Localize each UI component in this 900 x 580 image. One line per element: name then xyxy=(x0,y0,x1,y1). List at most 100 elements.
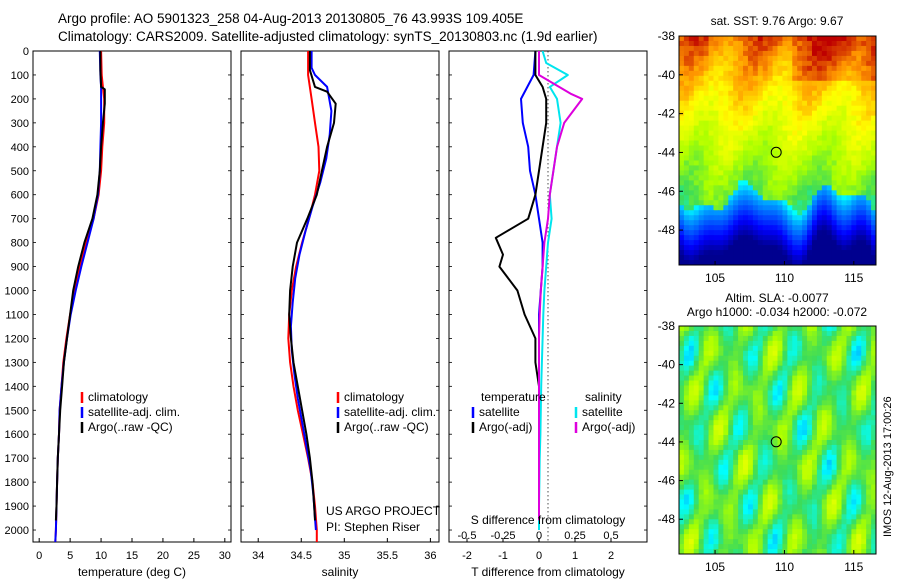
heatmap-cell xyxy=(752,479,759,486)
heatmap-cell xyxy=(762,60,769,67)
heatmap-cell xyxy=(708,454,715,461)
depth-axis: 0100200300400500600700800900100011001200… xyxy=(5,46,37,537)
heatmap-cell xyxy=(816,350,823,357)
heatmap-cell xyxy=(767,544,774,550)
heatmap-cell xyxy=(693,55,700,62)
heatmap-cell xyxy=(693,255,700,261)
heatmap-cell xyxy=(866,245,872,251)
heatmap-cell xyxy=(856,70,862,77)
heatmap-cell xyxy=(747,519,754,525)
heatmap-cell xyxy=(723,380,729,387)
heatmap-cell xyxy=(693,464,700,471)
heatmap-cell xyxy=(747,225,754,231)
heatmap-cell xyxy=(866,150,872,157)
heatmap-cell xyxy=(846,185,852,191)
heatmap-cell xyxy=(841,345,848,352)
heatmap-cell xyxy=(821,529,828,535)
heatmap-cell xyxy=(772,110,779,117)
heatmap-cell xyxy=(738,80,744,87)
heatmap-cell xyxy=(693,370,700,377)
heatmap-cell xyxy=(743,145,749,152)
heatmap-cell xyxy=(821,350,828,357)
heatmap-cell xyxy=(816,200,823,206)
heatmap-cell xyxy=(698,40,705,47)
s-difference-tick-label: -0.5 xyxy=(458,530,477,542)
heatmap-cell xyxy=(767,549,774,554)
heatmap-cell xyxy=(772,235,779,241)
heatmap-cell xyxy=(851,454,857,461)
heatmap-cell xyxy=(698,355,705,362)
heatmap-cell xyxy=(787,355,793,362)
heatmap-cell xyxy=(693,360,700,367)
heatmap-cell xyxy=(683,330,690,337)
heatmap-cell xyxy=(698,255,705,261)
x-tick-label: 10 xyxy=(95,550,107,562)
heatmap-cell xyxy=(723,185,729,191)
heatmap-cell xyxy=(728,80,734,87)
heatmap-cell xyxy=(743,220,749,226)
heatmap-cell xyxy=(792,479,798,486)
heatmap-cell xyxy=(752,549,759,554)
heatmap-cell xyxy=(777,514,784,520)
heatmap-cell xyxy=(816,509,823,515)
heatmap-cell xyxy=(792,160,798,167)
heatmap-cell xyxy=(743,464,749,471)
heatmap-cell xyxy=(683,130,690,137)
heatmap-cell xyxy=(831,160,838,167)
heatmap-cell xyxy=(797,140,803,147)
heatmap-cell xyxy=(747,255,754,261)
heatmap-cell xyxy=(782,355,788,362)
heatmap-cell xyxy=(743,529,749,535)
heatmap-cell xyxy=(836,400,843,406)
heatmap-cell xyxy=(851,459,857,466)
heatmap-cell xyxy=(841,330,848,337)
heatmap-cell xyxy=(792,220,798,226)
heatmap-cell xyxy=(762,95,769,102)
heatmap-cell xyxy=(831,130,838,137)
heatmap-cell xyxy=(708,430,715,436)
heatmap-cell xyxy=(728,90,734,97)
heatmap-cell xyxy=(683,195,690,201)
heatmap-cell xyxy=(792,415,798,421)
heatmap-cell xyxy=(718,235,724,241)
heatmap-cell xyxy=(777,140,784,147)
heatmap-cell xyxy=(683,539,690,545)
heatmap-cell xyxy=(807,549,813,554)
heatmap-cell xyxy=(713,390,719,396)
heatmap-cell xyxy=(856,75,862,82)
heatmap-cell xyxy=(826,454,833,461)
heatmap-cell xyxy=(752,509,759,515)
heatmap-cell xyxy=(811,335,818,342)
heatmap-cell xyxy=(802,370,808,377)
heatmap-cell xyxy=(792,235,798,241)
heatmap-cell xyxy=(708,190,715,196)
heatmap-cell xyxy=(772,435,779,441)
heatmap-cell xyxy=(836,544,843,550)
heatmap-cell xyxy=(698,205,705,211)
heatmap-cell xyxy=(733,360,739,367)
heatmap-cell xyxy=(811,524,818,530)
heatmap-cell xyxy=(747,125,754,132)
heatmap-cell xyxy=(713,430,719,436)
heatmap-cell xyxy=(698,449,705,456)
heatmap-cell xyxy=(797,135,803,142)
heatmap-cell xyxy=(856,365,862,372)
heatmap-cell xyxy=(782,504,788,510)
heatmap-cell xyxy=(708,360,715,367)
depth-tick-label: 2000 xyxy=(5,525,29,537)
heatmap-cell xyxy=(733,85,739,92)
heatmap-cell xyxy=(693,235,700,241)
heatmap-cell xyxy=(767,155,774,162)
heatmap-cell xyxy=(851,395,857,401)
heatmap-cell xyxy=(738,240,744,246)
heatmap-cell xyxy=(792,449,798,456)
heatmap-cell xyxy=(821,514,828,520)
heatmap-cell xyxy=(688,105,695,112)
heatmap-cell xyxy=(733,215,739,221)
heatmap-cell xyxy=(821,135,828,142)
heatmap-cell xyxy=(807,240,813,246)
heatmap-cell xyxy=(807,454,813,461)
depth-tick-label: 100 xyxy=(11,70,29,82)
heatmap-cell xyxy=(698,240,705,246)
heatmap-cell xyxy=(846,539,852,545)
